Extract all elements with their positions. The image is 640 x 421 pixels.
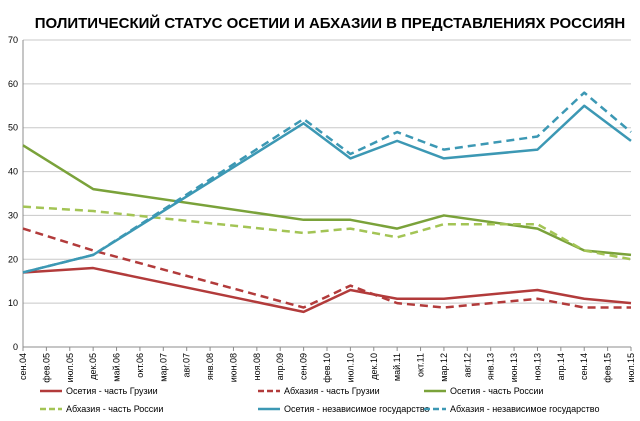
y-tick-label: 40 bbox=[8, 167, 18, 177]
x-tick-label: сен.09 bbox=[299, 353, 309, 380]
legend-label: Осетия - независимое государство bbox=[284, 404, 430, 414]
y-tick-label: 60 bbox=[8, 79, 18, 89]
x-tick-label: фев.10 bbox=[322, 353, 332, 383]
x-tick-label: фев.15 bbox=[603, 353, 613, 383]
x-tick-label: сен.04 bbox=[18, 353, 28, 380]
x-tick-label: авг.12 bbox=[462, 353, 472, 377]
legend-label: Абхазия - часть России bbox=[66, 404, 163, 414]
x-tick-label: июн.08 bbox=[228, 353, 238, 382]
x-tick-label: май.11 bbox=[392, 353, 402, 381]
chart-title: ПОЛИТИЧЕСКИЙ СТАТУС ОСЕТИИ И АБХАЗИИ В П… bbox=[35, 14, 625, 32]
legend-label: Абхазия - часть Грузии bbox=[284, 386, 380, 396]
x-tick-label: окт.11 bbox=[416, 353, 426, 377]
x-tick-label: апр.14 bbox=[556, 353, 566, 380]
y-tick-label: 70 bbox=[8, 35, 18, 45]
x-tick-label: сен.14 bbox=[579, 353, 589, 380]
x-tick-label: июл.15 bbox=[626, 353, 636, 382]
x-tick-label: ноя.08 bbox=[252, 353, 262, 380]
series-line bbox=[22, 205, 632, 261]
y-tick-label: 10 bbox=[8, 298, 18, 308]
x-tick-label: дек.05 bbox=[88, 353, 98, 380]
y-tick-label: 0 bbox=[13, 342, 18, 352]
series-line bbox=[22, 144, 632, 257]
x-tick-label: май.06 bbox=[112, 353, 122, 382]
series-line bbox=[22, 104, 632, 274]
x-tick-label: фев.05 bbox=[41, 353, 51, 383]
series-line bbox=[22, 91, 632, 274]
x-tick-label: ноя.13 bbox=[532, 353, 542, 380]
x-tick-label: окт.06 bbox=[135, 353, 145, 378]
x-tick-label: авг.07 bbox=[182, 353, 192, 377]
legend-label: Осетия - часть Грузии bbox=[66, 386, 158, 396]
series-lines bbox=[22, 91, 632, 314]
legend-label: Осетия - часть России bbox=[450, 386, 543, 396]
y-tick-label: 20 bbox=[8, 254, 18, 264]
x-tick-label: мар.12 bbox=[439, 353, 449, 382]
x-tick-label: июн.13 bbox=[509, 353, 519, 382]
x-tick-label: апр.09 bbox=[275, 353, 285, 380]
x-tick-label: янв.08 bbox=[205, 353, 215, 380]
axes: 0 10 20 30 40 50 60 70 сен.04 фев.05 июл.05 дек.05 м… bbox=[8, 35, 636, 383]
legend: Осетия - часть Грузии Абхазия - часть Гру… bbox=[40, 386, 600, 414]
series-line bbox=[22, 227, 631, 309]
x-tick-label: дек.10 bbox=[369, 353, 379, 380]
x-tick-label: мар.07 bbox=[158, 353, 168, 382]
x-tick-label: июл.10 bbox=[345, 353, 355, 382]
y-tick-label: 50 bbox=[8, 123, 18, 133]
x-tick-label: янв.13 bbox=[486, 353, 496, 380]
series-line bbox=[22, 266, 632, 314]
legend-label: Абхазия - независимое государство bbox=[450, 404, 600, 414]
y-tick-label: 30 bbox=[8, 210, 18, 220]
x-tick-label: июл.05 bbox=[65, 353, 75, 382]
